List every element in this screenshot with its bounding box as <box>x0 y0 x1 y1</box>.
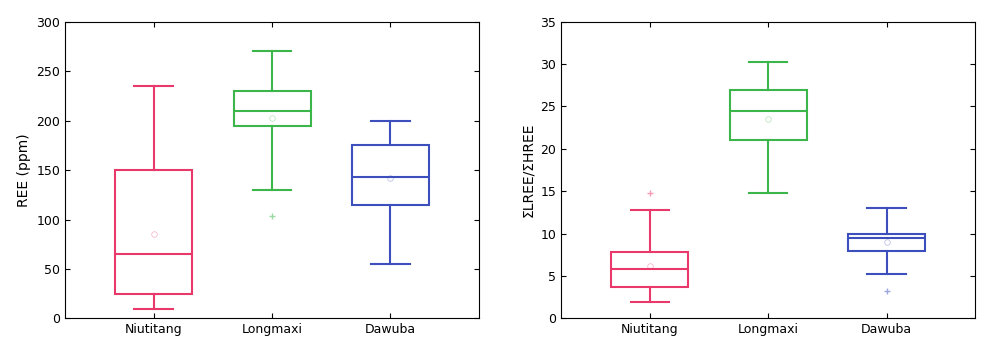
PathPatch shape <box>233 91 310 126</box>
Y-axis label: ΣLREE/ΣHREE: ΣLREE/ΣHREE <box>521 123 535 217</box>
PathPatch shape <box>115 170 192 294</box>
Y-axis label: REE (ppm): REE (ppm) <box>17 133 31 207</box>
PathPatch shape <box>848 234 925 251</box>
PathPatch shape <box>352 145 429 205</box>
PathPatch shape <box>730 90 806 140</box>
PathPatch shape <box>611 252 688 287</box>
